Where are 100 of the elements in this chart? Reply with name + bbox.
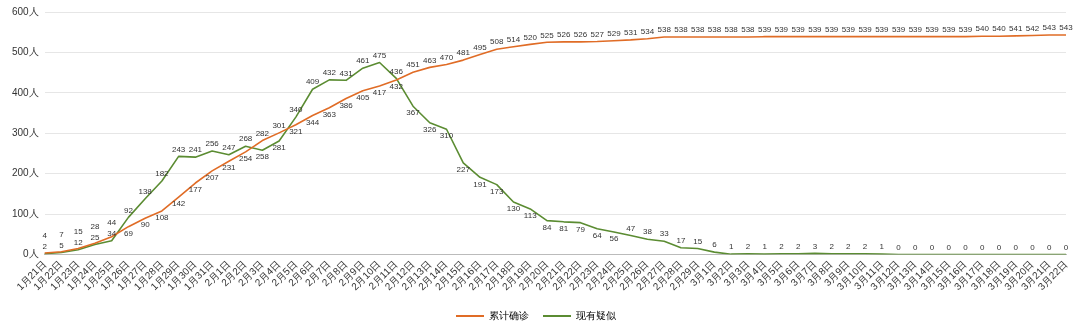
- data-label: 33: [659, 229, 670, 239]
- data-label: 539: [808, 24, 823, 34]
- y-tick-label: 400人: [12, 86, 39, 98]
- data-label: 432: [322, 68, 337, 78]
- data-label: 527: [590, 29, 605, 39]
- data-label: 6: [712, 240, 718, 250]
- data-label: 495: [473, 42, 488, 52]
- data-label: 301: [272, 121, 287, 131]
- data-label: 254: [238, 154, 253, 164]
- data-label: 138: [138, 186, 153, 196]
- data-label: 241: [188, 145, 203, 155]
- data-label: 7: [59, 229, 65, 239]
- data-label: 2: [862, 241, 868, 251]
- data-label: 84: [542, 222, 552, 232]
- data-label: 142: [171, 199, 186, 209]
- data-label: 12: [73, 237, 84, 247]
- y-tick-label: 0人: [23, 248, 39, 260]
- data-label: 538: [690, 25, 705, 35]
- data-label: 108: [155, 213, 170, 223]
- data-label: 0: [946, 242, 952, 252]
- data-label: 0: [996, 242, 1002, 252]
- data-label: 15: [693, 236, 703, 246]
- data-label: 363: [322, 110, 337, 120]
- data-label: 539: [875, 24, 890, 34]
- data-label: 34: [107, 229, 117, 239]
- data-label: 0: [1030, 242, 1036, 252]
- data-label: 15: [73, 226, 84, 236]
- data-label: 539: [958, 24, 973, 34]
- data-label: 529: [607, 28, 622, 38]
- data-label: 90: [140, 220, 151, 230]
- data-label: 326: [423, 124, 437, 134]
- legend-label: 累计确诊: [489, 309, 529, 321]
- data-label: 436: [389, 66, 404, 76]
- data-label: 5: [59, 240, 65, 250]
- data-label: 281: [272, 143, 287, 153]
- data-label: 526: [557, 30, 571, 40]
- data-label: 38: [642, 227, 653, 237]
- data-label: 69: [123, 228, 134, 238]
- y-tick-label: 200人: [12, 167, 39, 179]
- data-label: 405: [356, 93, 371, 103]
- data-label: 539: [791, 24, 806, 34]
- data-label: 243: [171, 144, 186, 154]
- data-label: 539: [824, 24, 839, 34]
- data-label: 481: [456, 48, 471, 58]
- data-label: 520: [523, 32, 538, 42]
- data-label: 25: [90, 232, 100, 242]
- data-label: 541: [1009, 24, 1023, 34]
- data-label: 367: [406, 108, 421, 118]
- data-label: 0: [896, 242, 902, 252]
- data-label: 3: [812, 241, 818, 251]
- data-label: 539: [774, 24, 789, 34]
- y-tick-label: 500人: [12, 46, 39, 58]
- data-label: 525: [540, 30, 555, 40]
- data-label: 543: [1059, 23, 1074, 33]
- data-label: 268: [238, 134, 253, 144]
- data-label: 461: [356, 56, 371, 66]
- data-label: 539: [841, 24, 856, 34]
- data-label: 539: [891, 24, 906, 34]
- data-label: 431: [339, 68, 354, 78]
- data-label: 231: [222, 163, 237, 173]
- data-label: 417: [372, 88, 387, 98]
- data-label: 0: [963, 242, 969, 252]
- data-label: 540: [992, 24, 1007, 34]
- data-label: 47: [626, 223, 636, 233]
- data-label: 539: [757, 24, 772, 34]
- data-label: 0: [1013, 242, 1019, 252]
- data-label: 2: [779, 241, 785, 251]
- data-label: 386: [339, 100, 354, 110]
- data-label: 538: [674, 25, 689, 35]
- data-label: 321: [289, 127, 304, 136]
- data-label: 0: [913, 242, 919, 252]
- data-label: 177: [188, 185, 203, 195]
- data-label: 81: [559, 224, 569, 234]
- data-label: 538: [657, 25, 672, 35]
- data-label: 534: [640, 26, 655, 36]
- data-label: 1: [762, 242, 768, 252]
- data-label: 539: [942, 24, 957, 34]
- data-label: 0: [1047, 242, 1053, 252]
- data-label: 258: [255, 152, 270, 162]
- data-label: 538: [707, 25, 722, 35]
- data-label: 542: [1025, 23, 1040, 33]
- data-label: 539: [908, 24, 923, 34]
- legend-label: 现有疑似: [576, 309, 616, 321]
- data-label: 79: [576, 224, 586, 234]
- data-label: 113: [523, 211, 538, 221]
- data-label: 539: [858, 24, 873, 34]
- data-label: 0: [1063, 242, 1069, 252]
- data-label: 56: [609, 234, 619, 244]
- data-label: 526: [573, 30, 588, 40]
- data-label: 64: [592, 230, 603, 240]
- data-label: 92: [123, 205, 134, 215]
- data-label: 1: [728, 242, 734, 252]
- y-tick-label: 100人: [12, 207, 39, 219]
- data-label: 531: [624, 28, 638, 38]
- data-label: 2: [795, 241, 801, 251]
- data-label: 463: [423, 55, 437, 65]
- data-label: 0: [980, 242, 986, 252]
- y-tick-label: 300人: [12, 127, 39, 139]
- data-label: 2: [42, 241, 48, 251]
- data-label: 1: [879, 242, 885, 252]
